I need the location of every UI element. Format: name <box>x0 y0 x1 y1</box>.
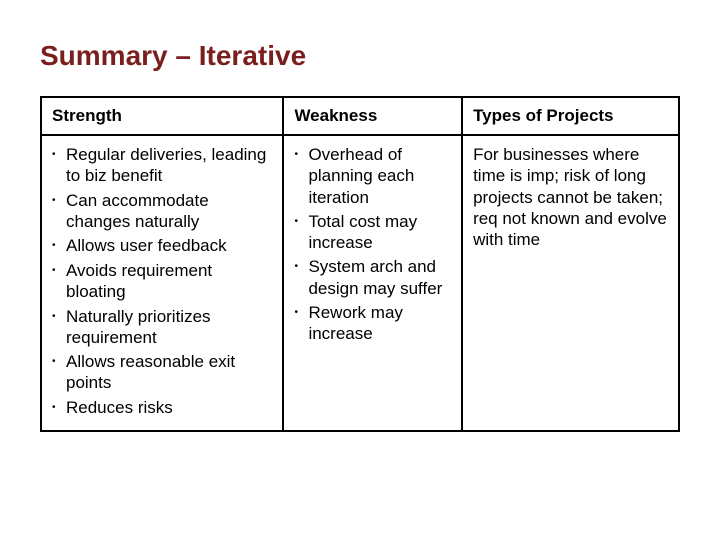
bullet-icon: • <box>52 235 66 257</box>
list-item: •Allows reasonable exit points <box>52 351 272 394</box>
list-item-text: Allows user feedback <box>66 235 272 256</box>
list-item: •Total cost may increase <box>294 211 451 254</box>
list-item: •Overhead of planning each iteration <box>294 144 451 208</box>
list-item-text: Can accommodate changes naturally <box>66 190 272 233</box>
bullet-icon: • <box>52 144 66 166</box>
bullet-icon: • <box>294 211 308 233</box>
list-item: •Regular deliveries, leading to biz bene… <box>52 144 272 187</box>
list-item: •Rework may increase <box>294 302 451 345</box>
list-item: •Can accommodate changes naturally <box>52 190 272 233</box>
list-item-text: Avoids requirement bloating <box>66 260 272 303</box>
types-paragraph: For businesses where time is imp; risk o… <box>473 144 668 250</box>
col-header-types: Types of Projects <box>462 97 679 135</box>
list-item: •Naturally prioritizes requirement <box>52 306 272 349</box>
col-header-strength: Strength <box>41 97 283 135</box>
list-item-text: Total cost may increase <box>308 211 451 254</box>
list-item-text: Overhead of planning each iteration <box>308 144 451 208</box>
cell-strengths: •Regular deliveries, leading to biz bene… <box>41 135 283 431</box>
bullet-icon: • <box>52 397 66 419</box>
table-row: •Regular deliveries, leading to biz bene… <box>41 135 679 431</box>
list-item-text: Allows reasonable exit points <box>66 351 272 394</box>
cell-weaknesses: •Overhead of planning each iteration•Tot… <box>283 135 462 431</box>
list-item: •Allows user feedback <box>52 235 272 257</box>
list-item-text: Regular deliveries, leading to biz benef… <box>66 144 272 187</box>
list-item-text: Naturally prioritizes requirement <box>66 306 272 349</box>
bullet-icon: • <box>52 260 66 282</box>
bullet-icon: • <box>52 190 66 212</box>
bullet-icon: • <box>52 306 66 328</box>
list-item-text: Reduces risks <box>66 397 272 418</box>
bullet-icon: • <box>294 302 308 324</box>
summary-table: Strength Weakness Types of Projects •Reg… <box>40 96 680 432</box>
bullet-icon: • <box>52 351 66 373</box>
list-item: •System arch and design may suffer <box>294 256 451 299</box>
page-title: Summary – Iterative <box>40 40 680 72</box>
strengths-list: •Regular deliveries, leading to biz bene… <box>52 144 272 419</box>
table-header-row: Strength Weakness Types of Projects <box>41 97 679 135</box>
list-item: •Avoids requirement bloating <box>52 260 272 303</box>
col-header-weakness: Weakness <box>283 97 462 135</box>
bullet-icon: • <box>294 256 308 278</box>
cell-types: For businesses where time is imp; risk o… <box>462 135 679 431</box>
bullet-icon: • <box>294 144 308 166</box>
list-item: •Reduces risks <box>52 397 272 419</box>
weaknesses-list: •Overhead of planning each iteration•Tot… <box>294 144 451 344</box>
list-item-text: Rework may increase <box>308 302 451 345</box>
list-item-text: System arch and design may suffer <box>308 256 451 299</box>
